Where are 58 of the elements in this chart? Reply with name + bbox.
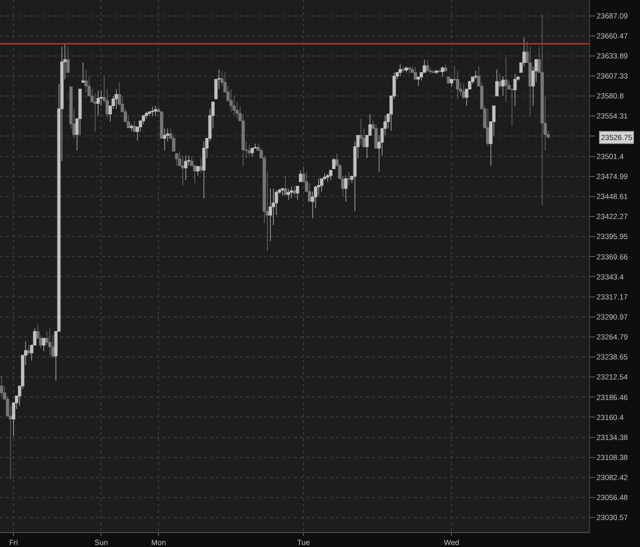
candlestick (326, 174, 330, 182)
candlestick (202, 141, 206, 199)
candlestick (501, 76, 505, 96)
candlestick (184, 156, 188, 180)
candlestick (48, 328, 52, 356)
candlestick (414, 66, 417, 80)
candlestick (402, 66, 405, 73)
candlestick (132, 120, 136, 132)
candlestick (450, 78, 454, 88)
candlestick (474, 70, 478, 80)
candlestick (296, 186, 300, 200)
candlestick (250, 148, 254, 157)
candlestick (66, 46, 70, 73)
candlestick (154, 105, 158, 116)
candlestick (456, 70, 460, 100)
candlestick (150, 106, 154, 117)
candlestick (434, 70, 438, 74)
candlestick (81, 62, 85, 83)
candlestick (513, 74, 517, 106)
candlestick (181, 156, 184, 186)
candlestick (446, 76, 450, 84)
candlestick (0, 376, 4, 396)
candlestick (440, 66, 444, 78)
candlestick (84, 69, 88, 92)
candlestick (148, 110, 152, 116)
candlestick (462, 83, 466, 100)
candlestick (344, 175, 348, 202)
candlestick (444, 64, 448, 72)
candlestick (432, 69, 436, 74)
candlestick (199, 158, 203, 174)
candlestick (93, 93, 97, 132)
candlestick (486, 108, 490, 146)
candlestick (286, 188, 290, 200)
candlestick (426, 59, 430, 72)
candlestick (280, 188, 284, 196)
candlestick (114, 88, 118, 110)
candlestick (268, 188, 272, 242)
candlestick (284, 175, 288, 196)
candlestick (404, 66, 408, 73)
candlestick (398, 64, 402, 77)
candlestick (504, 57, 508, 102)
candlestick (374, 124, 378, 149)
candlestick (229, 88, 233, 112)
candlestick (96, 90, 100, 116)
candlestick (162, 128, 166, 151)
candlestick (298, 170, 302, 182)
candlestick (292, 185, 296, 196)
candlestick (290, 186, 294, 199)
candlestick (495, 69, 499, 96)
candlestick (540, 14, 544, 206)
candlestick (359, 118, 363, 146)
candlestick (130, 124, 134, 132)
candlestick (42, 338, 46, 352)
candlestick (347, 171, 351, 186)
candlestick (248, 144, 251, 156)
candlestick (438, 69, 442, 73)
candlestick (196, 166, 200, 176)
candlestick (408, 66, 411, 74)
